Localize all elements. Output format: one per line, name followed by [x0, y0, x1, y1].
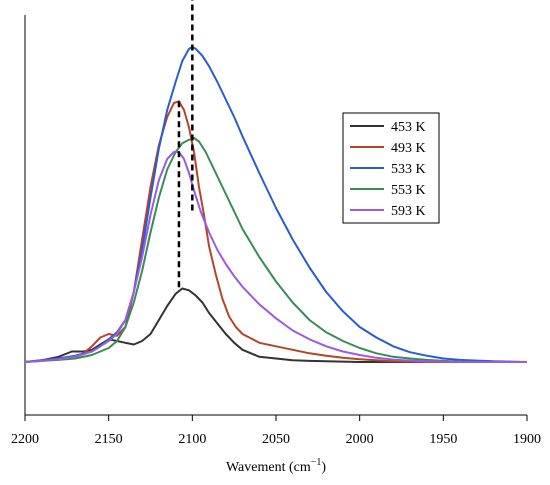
x-tick-label: 1900: [513, 432, 541, 447]
series-line-493-k: [24, 100, 527, 363]
legend-label: 533 K: [391, 162, 426, 177]
legend-label: 553 K: [391, 183, 426, 198]
series-line-553-k: [24, 137, 527, 363]
reference-lines: [177, 0, 194, 289]
legend-label: 593 K: [391, 204, 426, 219]
legend: 453 K 493 K 533 K 553 K 593 K: [342, 112, 440, 224]
x-axis-label: Wavement (cm−1): [226, 457, 326, 475]
x-tick-label: 2050: [262, 432, 290, 447]
x-tick-label: 2150: [95, 432, 123, 447]
series-line-453-k: [24, 287, 527, 363]
series-layer: [24, 46, 528, 363]
series-line-533-k: [24, 46, 528, 363]
x-axis-ticks: 2200 2150 2100 2050 2000 1950 1900: [11, 415, 541, 447]
legend-label: 453 K: [391, 120, 426, 135]
plot-frame: [24, 15, 527, 416]
x-tick-label: 2100: [178, 432, 206, 447]
x-tick-label: 1950: [429, 432, 457, 447]
x-tick-label: 2200: [11, 432, 39, 447]
legend-label: 493 K: [391, 141, 426, 156]
series-line-593-k: [24, 151, 527, 363]
x-tick-label: 2000: [346, 432, 374, 447]
